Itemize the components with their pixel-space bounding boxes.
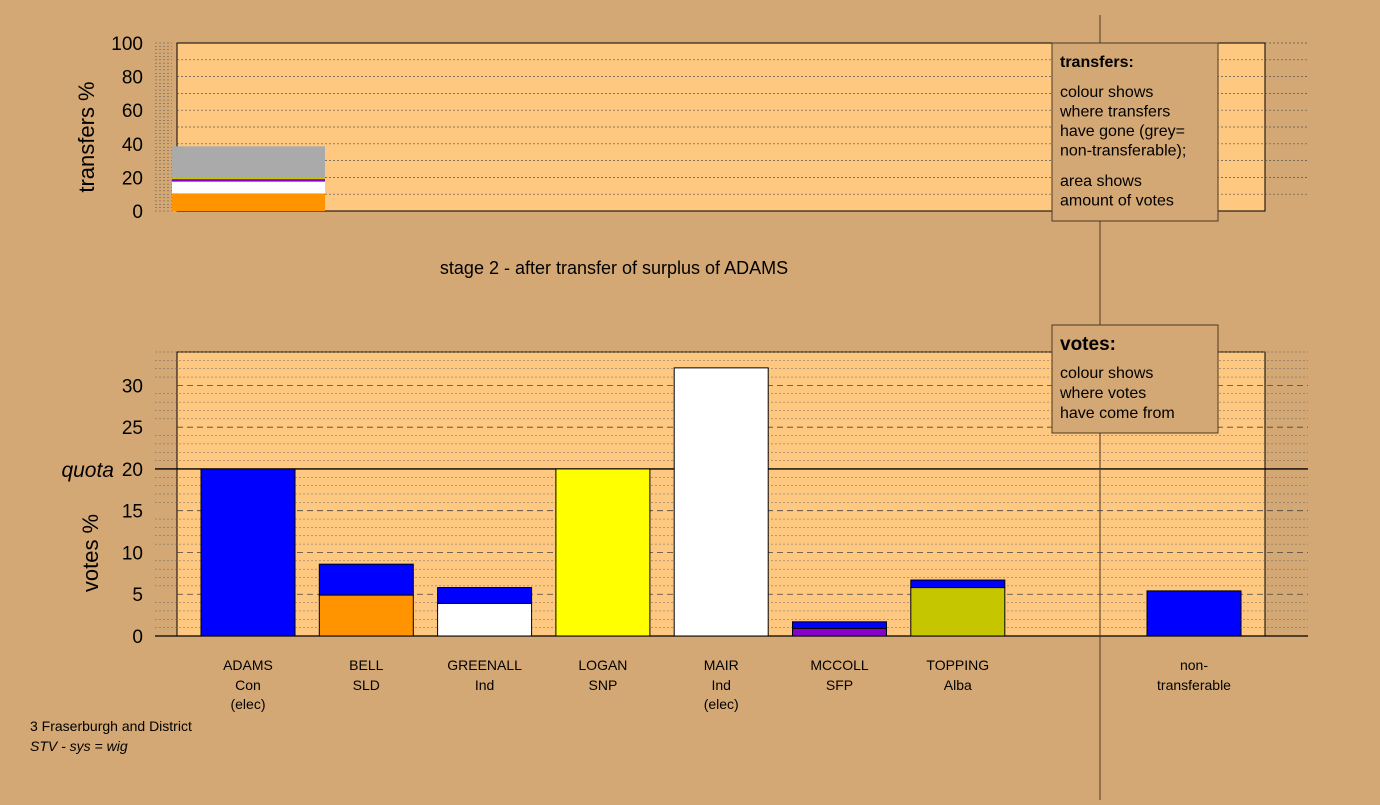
transfers-legend-line: colour shows [1060,84,1153,101]
bottom-tick-label: 10 [122,543,143,564]
candidate-name: LOGAN [578,657,627,673]
votes-legend-line: have come from [1060,405,1175,422]
top-ylabel: transfers % [74,81,99,192]
candidate-name: GREENALL [447,657,522,673]
bottom-tick-label: 5 [132,585,143,606]
votes-legend-title: votes: [1060,334,1116,355]
transfers-legend-line: non-transferable); [1060,143,1186,160]
bar-adams-segment-con [200,468,296,637]
bar-nontransferable-segment-con [1146,590,1242,637]
top-tick-label: 80 [122,68,143,89]
top-tick-label: 40 [122,135,143,156]
votes-legend-line: colour shows [1060,365,1153,382]
candidate-name: TOPPING [926,657,989,673]
top-transfer-segment-sld [172,193,325,211]
bottom-tick-label: 15 [122,502,143,523]
transfers-legend-line: where transfers [1059,104,1170,121]
bar-logan-segment-snp [555,468,651,637]
votes-legend-box [1051,324,1219,434]
footer-line2: STV - sys = wig [30,738,128,754]
candidate-party: Ind [711,677,730,693]
candidate-party: SFP [826,677,853,693]
candidate-party: SLD [353,677,380,693]
top-tick-label: 100 [111,34,143,55]
candidate-party: SNP [589,677,618,693]
top-transfer-segment-sfp [172,179,325,182]
votes-legend-line: where votes [1059,385,1146,402]
bottom-tick-label: 30 [122,376,143,397]
candidate-note: (elec) [704,696,739,712]
footer-line1: 3 Fraserburgh and District [30,718,192,734]
top-tick-label: 60 [122,101,143,122]
candidate-party: Con [235,677,261,693]
bar-topping-segment-con [910,579,1006,589]
bottom-ylabel: votes % [78,514,103,592]
transfers-legend-line: have gone (grey= [1060,123,1185,140]
candidate-name: BELL [349,657,383,673]
stage-title: stage 2 - after transfer of surplus of A… [440,258,788,278]
bottom-tick-label: 0 [132,627,143,648]
nontransferable-label-1: non- [1180,657,1208,673]
top-transfer-segment-alba [172,177,325,180]
candidate-note: (elec) [230,696,265,712]
candidate-party: Alba [944,677,972,693]
bar-bell-segment-sld [318,594,414,637]
transfers-legend-title: transfers: [1060,54,1134,71]
transfers-legend-line: area shows [1060,173,1142,190]
bottom-tick-label: 20 [122,460,143,481]
bar-mccoll-segment-sfp [792,627,887,637]
candidate-name: MAIR [704,657,739,673]
bar-greenall-segment-con [437,587,533,604]
bar-greenall-segment-ind [437,602,533,637]
candidate-name: ADAMS [223,657,273,673]
quota-label: quota [61,459,114,482]
transfers-legend-line: amount of votes [1060,193,1174,210]
candidate-name: MCCOLL [810,657,869,673]
bar-topping-segment-alba [910,587,1006,637]
top-transfer-segment-ind [172,181,325,194]
bar-mair-segment-ind [673,367,769,637]
bar-bell-segment-con [318,563,414,596]
top-tick-label: 20 [122,168,143,189]
top-tick-label: 0 [132,202,143,223]
candidate-party: Ind [475,677,494,693]
bottom-tick-label: 25 [122,418,143,439]
nontransferable-label-2: transferable [1157,677,1231,693]
transfers-legend-box [1051,42,1219,222]
top-transfer-segment-nontransferable [172,146,325,178]
bar-mccoll-segment-con [792,621,887,629]
